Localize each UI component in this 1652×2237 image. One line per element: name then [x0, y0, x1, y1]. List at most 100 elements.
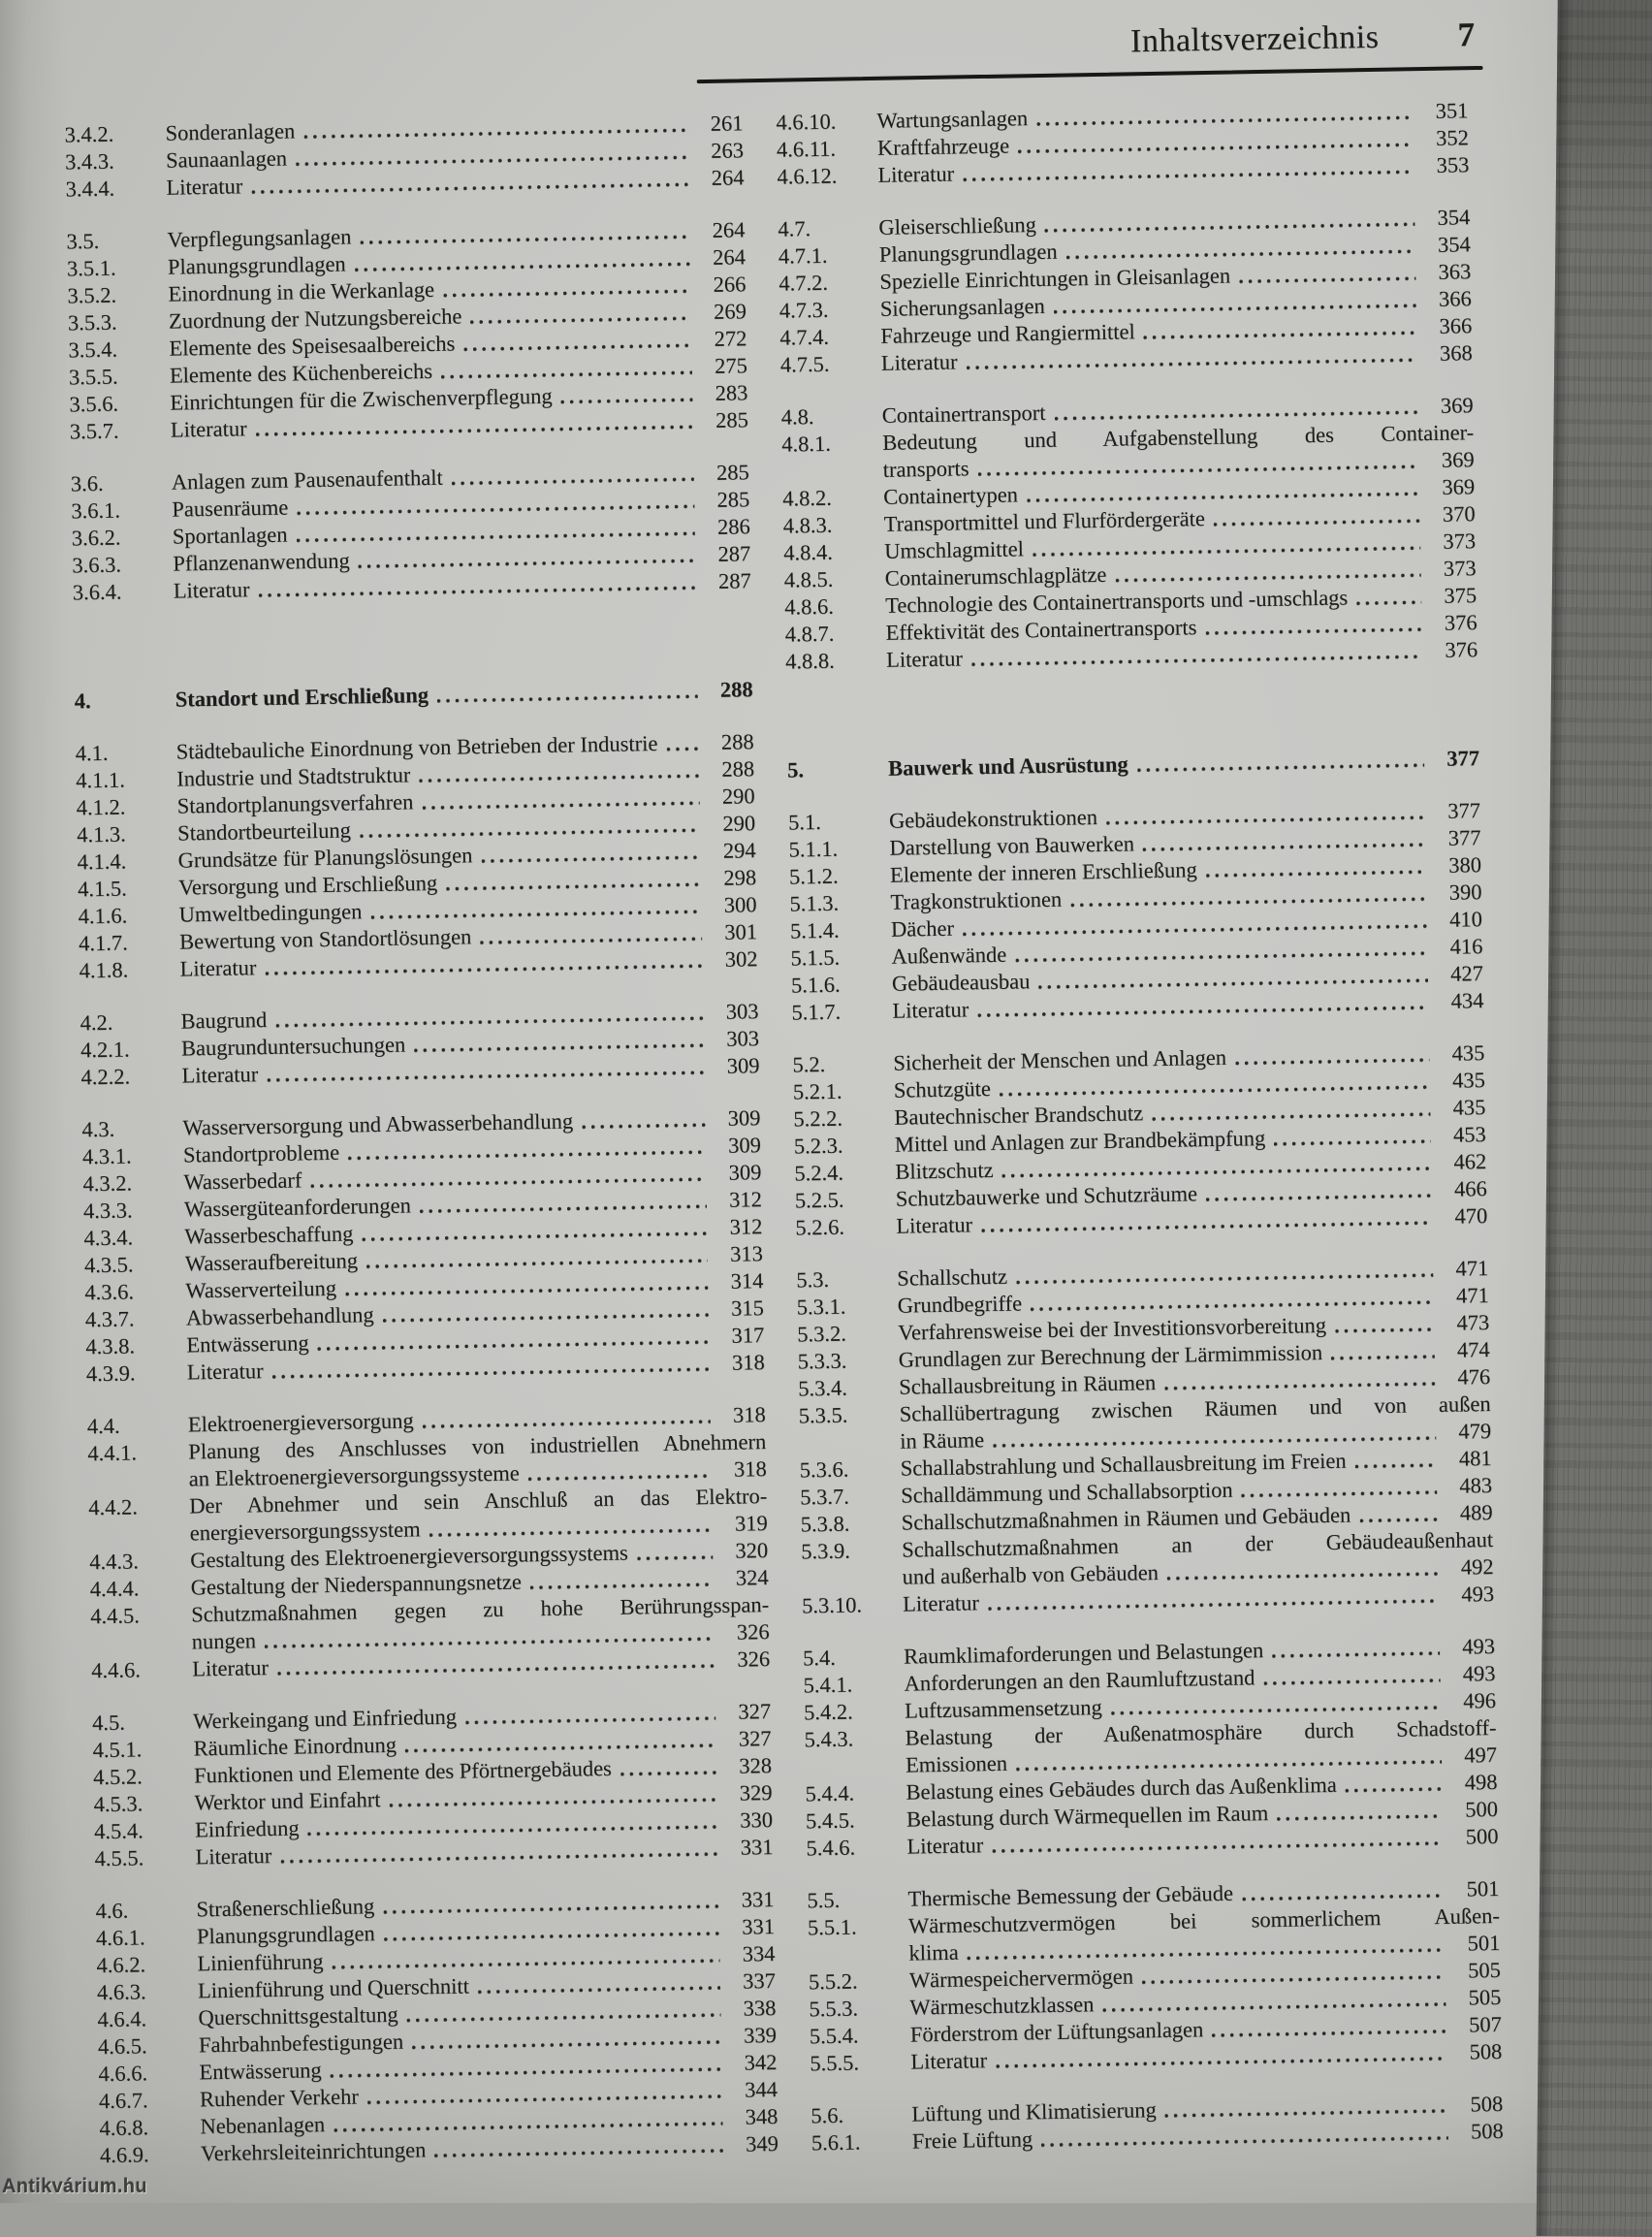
toc-entry-number: 4.1.3.: [76, 821, 127, 847]
toc-entry-page: 354: [1437, 205, 1471, 230]
dot-leader: [1142, 841, 1426, 854]
toc-entry-page: 264: [712, 244, 747, 270]
toc-group: 4.6.10. Wartungsanlagen 351 4.6.11. Kraftfah…: [776, 97, 1469, 190]
toc-entry-page: 290: [722, 811, 756, 836]
toc-entry-page: 369: [1440, 393, 1474, 418]
toc-entry-number: 4.7.5.: [779, 351, 830, 377]
toc-entry-page: 498: [1464, 1769, 1498, 1795]
toc-entry-page: 349: [745, 2130, 779, 2157]
toc-entry-title: klima: [908, 1939, 959, 1965]
toc-group: 5.4. Raumklimaforderungen und Belastungen…: [803, 1633, 1499, 1862]
toc-group: 4.3. Wasserversorgung und Abwasserbehandl…: [81, 1104, 765, 1388]
toc-entry-title: Literatur: [181, 1062, 259, 1088]
toc-entry-title: Verkehrsleiteinrichtungen: [200, 2137, 427, 2166]
toc-entry-page: 508: [1470, 2091, 1504, 2117]
dot-leader: [419, 772, 700, 785]
toc-entry-number: 4.3.: [81, 1116, 115, 1142]
toc-entry-number: 4.4.1.: [87, 1440, 138, 1466]
toc-entry-page: 366: [1439, 313, 1473, 338]
toc-entry-page: 483: [1459, 1473, 1493, 1498]
toc-entry-number: 4.6.8.: [99, 2115, 149, 2141]
toc-entry-title: Luftzusammensetzung: [904, 1695, 1102, 1723]
toc-entry-number: 4.3.5.: [83, 1252, 134, 1278]
toc-entry-page: 331: [741, 1914, 776, 1939]
toc-entry-title: Grundbegriffe: [897, 1291, 1023, 1318]
toc-entry-title: Sonderanlagen: [165, 118, 296, 145]
toc-entry-number: 4.6.3.: [96, 1979, 146, 2005]
toc-entry-title: Wartungsanlagen: [876, 106, 1029, 133]
toc-entry-page: 314: [730, 1268, 764, 1294]
toc-entry-page: 285: [715, 460, 749, 485]
toc-entry-page: 470: [1454, 1203, 1488, 1229]
toc-entry-page: 471: [1455, 1256, 1489, 1281]
toc-entry-number: 5.4.3.: [804, 1726, 854, 1752]
toc-entry-lastline: Standort und Erschließung 288: [175, 676, 753, 713]
dot-leader: [404, 1742, 716, 1755]
page-header-title: Inhaltsverzeichnis: [1129, 18, 1380, 60]
dot-leader: [1345, 1784, 1443, 1795]
toc-entry-page: 377: [1447, 825, 1481, 850]
toc-entry-page: 275: [714, 353, 748, 378]
toc-entry-title: in Räume: [900, 1427, 985, 1454]
toc-entry-number: 3.6.3.: [72, 552, 122, 578]
dot-leader: [1263, 1676, 1441, 1688]
toc-entry-title: Querschnittsgestaltung: [198, 2001, 398, 2030]
dot-leader: [465, 1714, 716, 1727]
toc-entry-title: Literatur: [910, 2048, 988, 2074]
dot-leader: [422, 1418, 711, 1431]
toc-entry-body: Der Abnehmer und sein Anschluß an das El…: [189, 1483, 768, 1547]
toc-entry-title: Wasserverteilung: [185, 1275, 337, 1303]
toc-group: 5.6. Lüftung und Klimatisierung 508 5.6.1. F…: [810, 2091, 1504, 2157]
toc-entry-number: 3.6.4.: [72, 579, 122, 605]
toc-entry-page: 269: [713, 299, 747, 324]
toc-entry-page: 317: [731, 1323, 765, 1348]
toc-entry-number: 4.6.2.: [96, 1952, 146, 1978]
toc-entry-number: 4.3.6.: [84, 1279, 135, 1305]
toc-entry-page: 366: [1438, 286, 1472, 311]
toc-entry-title: Entwässerung: [186, 1330, 309, 1358]
toc-entry-title: Gebäudeausbau: [891, 969, 1031, 996]
dot-leader: [636, 1553, 714, 1563]
toc-entry-number: 5.3.1.: [796, 1294, 846, 1320]
toc-entry-page: 303: [725, 999, 759, 1024]
toc-entry-title: Wärmespeichervermögen: [908, 1964, 1134, 1993]
dot-leader: [434, 2146, 724, 2160]
dot-leader: [1110, 1703, 1442, 1717]
toc-entry-number: 4.5.5.: [94, 1845, 144, 1871]
toc-entry-title: Abwasserbehandlung: [185, 1302, 374, 1330]
toc-entry-number: 4.7.3.: [778, 297, 829, 323]
toc-entry-page: 373: [1443, 556, 1477, 581]
toc-entry-number: 4.6.4.: [97, 2006, 147, 2032]
toc-entry-page: 489: [1459, 1500, 1493, 1525]
dot-leader: [582, 1121, 706, 1132]
toc-entry-page: 416: [1449, 934, 1483, 959]
toc-entry-number: 4.2.1.: [79, 1037, 130, 1063]
dot-leader: [406, 2011, 721, 2025]
dot-leader: [1239, 274, 1416, 286]
toc-entry-title: Umweltbedingungen: [178, 899, 363, 927]
toc-entry-number: 4.8.7.: [784, 621, 835, 647]
toc-entry-title: Nebenanlagen: [200, 2112, 326, 2139]
toc-entry-title: Umschlagmittel: [883, 536, 1025, 563]
dot-leader: [1106, 814, 1426, 827]
toc-entry-number: 5.5.2.: [808, 1968, 858, 1995]
toc-entry-title: Schallschutz: [897, 1263, 1008, 1291]
toc-column-right: 4.6.10. Wartungsanlagen 351 4.6.11. Kraftfah…: [776, 97, 1504, 2157]
toc-entry-body: Schutzmaßnahmen gegen zu hohe Berührungs…: [191, 1591, 770, 1655]
toc-entry-page: 473: [1456, 1310, 1490, 1335]
toc-entry-number: 3.5.5.: [68, 364, 118, 390]
dot-leader: [1354, 1461, 1437, 1471]
toc-entry-number: 4.6.6.: [98, 2061, 148, 2087]
toc-group: 4.4. Elektroenergieversorgung 318 4.4.1. Pla…: [87, 1401, 771, 1684]
toc-entry-number: 5.2.: [792, 1051, 826, 1077]
toc-entry-page: 476: [1457, 1364, 1491, 1390]
toc-entry-page: 410: [1448, 907, 1483, 932]
toc-entry-number: 5.2.5.: [794, 1187, 844, 1213]
toc-column-left: 3.4.2. Sonderanlagen 261 3.4.3. Saunaanlagen…: [64, 110, 778, 2169]
dot-leader: [265, 962, 703, 978]
toc-entry-page: 327: [738, 1726, 772, 1751]
toc-entry-page: 309: [726, 1053, 760, 1078]
toc-entry-number: 4.5.1.: [92, 1737, 143, 1763]
toc-entry-number: 5.6.: [810, 2102, 844, 2128]
toc-entry-number: 4.3.3.: [82, 1198, 133, 1224]
